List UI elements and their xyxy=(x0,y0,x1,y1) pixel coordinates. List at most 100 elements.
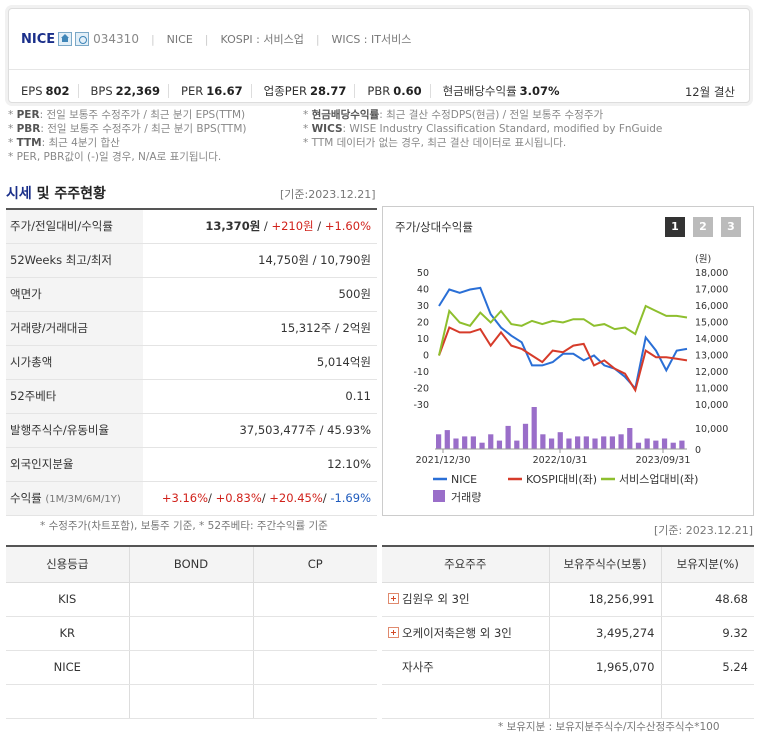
table-row: 주가/전일대비/수익률 13,370원 / +210원 / +1.60% xyxy=(6,209,377,244)
volume-bar xyxy=(444,430,450,449)
left-tick-label: 30 xyxy=(417,301,429,312)
table-row: KIS xyxy=(6,582,377,617)
left-tick-label: -20 xyxy=(413,384,429,395)
volume-bar xyxy=(453,438,459,449)
table-row: KR xyxy=(6,616,377,651)
volume-bar xyxy=(583,436,589,449)
section-title: 시세 및 주주현황 xyxy=(6,186,106,202)
row-label: 거래량/거래대금 xyxy=(6,311,143,346)
volume-bar xyxy=(609,436,616,449)
right-tick-label: 17,000 xyxy=(695,285,728,296)
series-line xyxy=(438,286,688,391)
row-value: 0.11 xyxy=(143,379,377,414)
right-tick-label: 16,000 xyxy=(695,301,728,312)
agency-cell: NICE xyxy=(6,650,129,685)
divider: | xyxy=(150,32,155,46)
table-row: 오케이저축은행 외 3인 3,495,274 9.32 xyxy=(382,616,754,651)
pct-cell xyxy=(660,684,754,719)
table-row: 시가총액 5,014억원 xyxy=(6,345,377,380)
table-row: 자사주 1,965,070 5.24 xyxy=(382,650,754,685)
chart-page-2-button[interactable]: 2 xyxy=(693,217,713,237)
volume-bar xyxy=(479,442,485,449)
volume-bar xyxy=(470,436,476,449)
table-row xyxy=(382,684,754,719)
company-header: NICE 034310 | NICE | KOSPI : 서비스업 | WICS… xyxy=(8,8,750,103)
holders-footnote: * 보유지분 : 보유지분주식수/지수산정주식수*100 xyxy=(498,721,720,733)
holder-name-cell[interactable]: 김원우 외 3인 xyxy=(382,582,549,617)
series-line xyxy=(438,326,688,393)
note-item: * PER, PBR값이 (-)일 경우, N/A로 표기됩니다. xyxy=(8,151,222,163)
left-tick-label: 40 xyxy=(417,285,429,296)
fiscal-year-end: 12월 결산 xyxy=(684,85,735,99)
chart-title: 주가/상대수익률 xyxy=(395,220,473,234)
x-tick-label: 2022/10/31 xyxy=(533,455,588,466)
bond-cell xyxy=(128,650,253,685)
volume-bar xyxy=(496,440,503,449)
table-row: 김원우 외 3인 18,256,991 48.68 xyxy=(382,582,754,617)
returns-cell: +3.16%/ +0.83%/ +20.45%/ -1.69% xyxy=(143,481,377,516)
holder-name-cell[interactable]: 오케이저축은행 외 3인 xyxy=(382,616,549,651)
row-label: 주가/전일대비/수익률 xyxy=(6,209,143,244)
holders-date: [기준: 2023.12.21] xyxy=(654,524,754,537)
shares-cell: 3,495,274 xyxy=(548,616,661,651)
wics-sector: WICS : IT서비스 xyxy=(331,33,412,46)
column-header: 신용등급 xyxy=(6,546,129,583)
credit-rating-table: 신용등급 BOND CP KIS KR NICE xyxy=(6,545,377,719)
row-label: 외국인지분율 xyxy=(6,447,143,482)
chart-panel: 주가/상대수익률 1 2 3 (원) 50 40 30 20 10 0 -10 -20 -30 18… xyxy=(382,206,754,516)
volume-bar xyxy=(679,440,685,449)
column-header: 보유주식수(보통) xyxy=(548,546,661,583)
right-tick-label: 15,000 xyxy=(695,318,728,329)
homepage-icon[interactable] xyxy=(58,32,73,46)
volume-bar xyxy=(488,434,494,449)
table-header-row: 신용등급 BOND CP xyxy=(6,546,377,583)
disclosure-icon[interactable] xyxy=(75,32,90,46)
price-change-cell: 13,370원 / +210원 / +1.60% xyxy=(143,209,377,244)
left-tick-label: 10 xyxy=(417,334,429,345)
column-header: CP xyxy=(252,546,377,583)
market-sector: KOSPI : 서비스업 xyxy=(220,33,304,46)
expand-plus-icon[interactable] xyxy=(388,627,399,638)
right-tick-label: 11,000 xyxy=(695,384,728,395)
holder-name-cell xyxy=(382,684,549,719)
divider: | xyxy=(204,32,209,46)
volume-bar xyxy=(540,434,546,449)
legend-label: NICE xyxy=(451,473,477,486)
metric-industry-per: 업종PER 28.77 xyxy=(252,84,356,98)
cp-cell xyxy=(252,684,377,719)
volume-bar xyxy=(566,438,572,449)
note-item: * WICS: WISE Industry Classification Sta… xyxy=(303,123,663,135)
table-row: 외국인지분율 12.10% xyxy=(6,447,377,482)
volume-bar xyxy=(653,440,659,449)
table-row: 거래량/거래대금 15,312주 / 2억원 xyxy=(6,311,377,346)
row-value: 37,503,477주 / 45.93% xyxy=(143,413,377,448)
row-value: 14,750원 / 10,790원 xyxy=(143,243,377,278)
volume-bar xyxy=(522,423,529,449)
legend-label: KOSPI대비(좌) xyxy=(526,473,597,486)
row-label: 발행주식수/유동비율 xyxy=(6,413,143,448)
row-value: 5,014억원 xyxy=(143,345,377,380)
volume-bar xyxy=(670,442,676,449)
metric-eps: EPS 802 xyxy=(9,84,79,98)
shares-cell: 18,256,991 xyxy=(548,582,661,617)
chart-page-3-button[interactable]: 3 xyxy=(721,217,741,237)
table-header-row: 주요주주 보유주식수(보통) 보유지분(%) xyxy=(382,546,754,583)
agency-cell: KR xyxy=(6,616,129,651)
volume-bar xyxy=(557,432,563,449)
table-row: 액면가 500원 xyxy=(6,277,377,312)
price-footnote: * 수정주가(차트포함), 보통주 기준, * 52주베타: 주간수익률 기준 xyxy=(40,520,328,532)
company-title-row: NICE 034310 | NICE | KOSPI : 서비스업 | WICS… xyxy=(21,31,411,47)
volume-bar xyxy=(601,436,607,449)
chart-page-1-button[interactable]: 1 xyxy=(665,217,685,237)
agency-cell: KIS xyxy=(6,582,129,617)
x-tick-label: 2023/09/31 xyxy=(636,455,691,466)
row-label: 52주베타 xyxy=(6,379,143,414)
expand-plus-icon[interactable] xyxy=(388,593,399,604)
row-value: 15,312주 / 2억원 xyxy=(143,311,377,346)
right-tick-label: 10,000 xyxy=(695,400,728,411)
volume-tick-label: 10,000 xyxy=(695,424,728,435)
group-name: NICE xyxy=(166,32,193,46)
pct-cell: 9.32 xyxy=(660,616,754,651)
pct-cell: 5.24 xyxy=(660,650,754,685)
table-row: NICE xyxy=(6,650,377,685)
